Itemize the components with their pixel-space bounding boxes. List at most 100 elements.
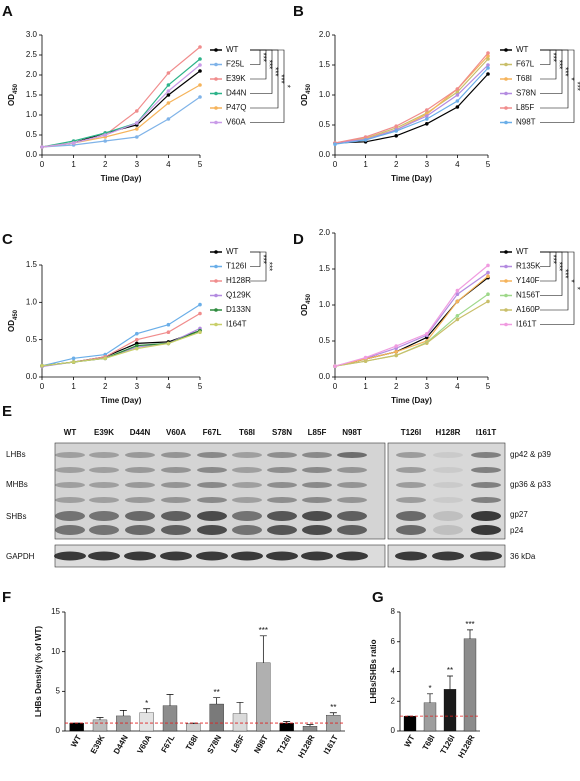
lane-label: WT xyxy=(64,428,77,437)
data-point xyxy=(135,127,139,131)
y-tick-label: 0.5 xyxy=(26,130,38,139)
data-point xyxy=(198,330,202,335)
significance-label: * xyxy=(428,684,431,693)
gapdh-band xyxy=(301,551,333,561)
y-axis-title-main: OD xyxy=(300,94,309,106)
data-point xyxy=(425,114,429,118)
series-line xyxy=(334,264,489,367)
legend-marker xyxy=(504,120,508,125)
series-line xyxy=(334,52,489,144)
y-axis-title-sub: 450 xyxy=(13,83,19,94)
data-point xyxy=(455,99,460,103)
x-tick-label: WT xyxy=(403,733,417,748)
lane-label: F67L xyxy=(203,428,222,437)
data-point xyxy=(394,124,399,128)
x-tick-label: 5 xyxy=(486,382,491,391)
legend-marker xyxy=(504,77,508,81)
blot-band xyxy=(89,482,119,488)
lane-label: T68I xyxy=(239,428,255,437)
data-point xyxy=(394,134,399,138)
data-point xyxy=(455,87,460,91)
data-point xyxy=(166,101,171,105)
significance-bracket xyxy=(540,49,575,123)
data-point xyxy=(363,138,368,142)
x-tick-label: 3 xyxy=(135,382,140,391)
y-tick-label: 10 xyxy=(51,647,60,656)
blot-membrane xyxy=(387,442,506,540)
panel-letter: F xyxy=(2,589,11,606)
bar xyxy=(186,723,201,732)
blot-band xyxy=(302,525,332,535)
panel-letter: B xyxy=(293,3,304,20)
significance-label: ** xyxy=(447,666,453,675)
bar xyxy=(423,702,437,732)
x-tick-label: 2 xyxy=(103,382,108,391)
significance-label: * xyxy=(566,77,575,80)
blot-band xyxy=(433,511,463,521)
series-line xyxy=(334,67,489,145)
y-tick-label: 0 xyxy=(56,726,61,735)
y-tick-label: 0.0 xyxy=(319,372,331,381)
series-line xyxy=(41,304,201,367)
y-tick-label: 2.0 xyxy=(26,70,38,79)
y-tick-label: 8 xyxy=(391,607,396,616)
legend-label: H128R xyxy=(226,276,251,285)
legend-label: WT xyxy=(516,247,529,256)
blot-band xyxy=(302,482,332,488)
significance-label: *** xyxy=(572,82,580,91)
blot-band xyxy=(55,525,85,535)
blot-band xyxy=(267,497,297,503)
legend-label: N98T xyxy=(516,118,536,127)
blot-band xyxy=(55,452,85,458)
blot-band xyxy=(125,511,155,521)
lane-label: D44N xyxy=(130,428,151,437)
y-tick-label: 1.0 xyxy=(319,90,331,99)
legend-label: I164T xyxy=(226,320,247,329)
data-point xyxy=(71,356,76,361)
blot-band xyxy=(302,467,332,473)
series-line xyxy=(334,300,489,367)
legend-marker xyxy=(214,91,218,96)
series-line xyxy=(41,331,201,367)
data-point xyxy=(363,355,368,360)
x-tick-label: E39K xyxy=(89,733,107,755)
row-label: gp42 & p39 xyxy=(510,450,551,459)
blot-band xyxy=(337,525,367,535)
y-axis-title: LHBs/SHBs ratio xyxy=(369,639,378,703)
y-tick-label: 0.5 xyxy=(319,336,331,345)
y-tick-label: 1.5 xyxy=(319,60,331,69)
row-label: p24 xyxy=(510,526,524,535)
series-line xyxy=(334,275,489,367)
legend-marker xyxy=(504,62,508,67)
x-tick-label: WT xyxy=(69,733,83,748)
lane-label: S78N xyxy=(272,428,292,437)
bar xyxy=(69,722,84,732)
data-point xyxy=(166,322,171,327)
gapdh-band xyxy=(470,551,502,561)
data-point xyxy=(166,341,171,346)
legend-label: R135K xyxy=(516,262,541,271)
gapdh-band xyxy=(231,551,263,561)
data-point xyxy=(135,109,139,113)
significance-label: *** xyxy=(270,67,279,76)
data-point xyxy=(166,117,171,121)
x-tick-label: T126I xyxy=(275,734,293,756)
data-point xyxy=(103,139,107,143)
data-point xyxy=(425,108,429,112)
error-bar xyxy=(467,629,473,639)
legend-marker xyxy=(504,91,508,96)
legend-label: L85F xyxy=(516,103,534,112)
data-point xyxy=(486,263,490,268)
blot-band xyxy=(396,452,426,458)
legend-label: P47Q xyxy=(226,103,246,112)
legend-label: V60A xyxy=(226,118,246,127)
panel-letter: D xyxy=(293,231,304,248)
row-label: LHBs xyxy=(6,450,26,459)
data-point xyxy=(103,133,107,137)
y-tick-label: 1.5 xyxy=(26,90,38,99)
blot-band xyxy=(161,452,191,458)
y-tick-label: 0.0 xyxy=(26,372,38,381)
blot-band xyxy=(197,467,227,473)
data-point xyxy=(394,350,399,354)
x-axis-title: Time (Day) xyxy=(391,174,432,183)
